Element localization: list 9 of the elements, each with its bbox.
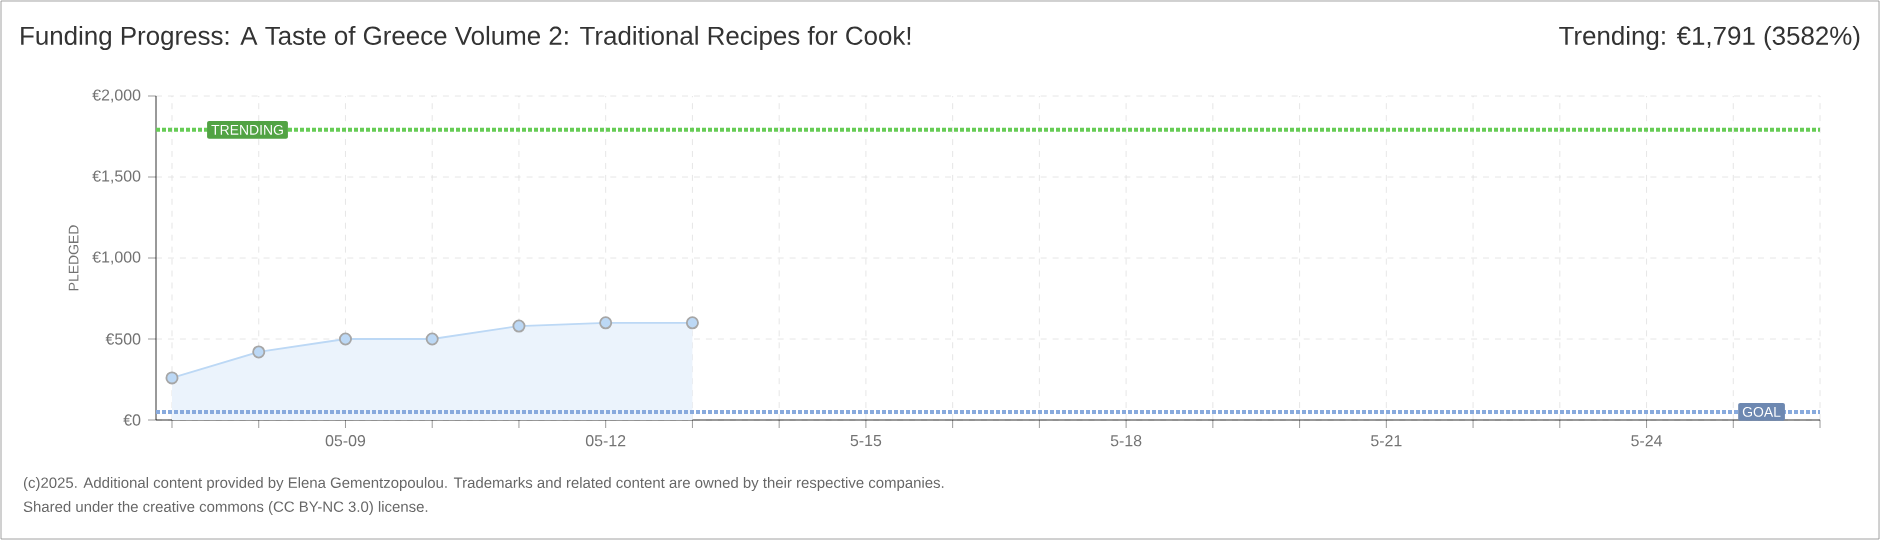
point xyxy=(685,316,699,330)
point xyxy=(512,319,526,333)
point xyxy=(252,345,266,359)
chart-title: Funding Progress: A Taste of Greece Volume 2: Traditional Recipes for Cook! xyxy=(21,25,911,51)
chart-subtitle: Trending: €1,791 (3582%) xyxy=(1559,25,1860,51)
point xyxy=(425,332,439,346)
point xyxy=(338,332,352,346)
point xyxy=(599,316,613,330)
point xyxy=(165,371,179,385)
